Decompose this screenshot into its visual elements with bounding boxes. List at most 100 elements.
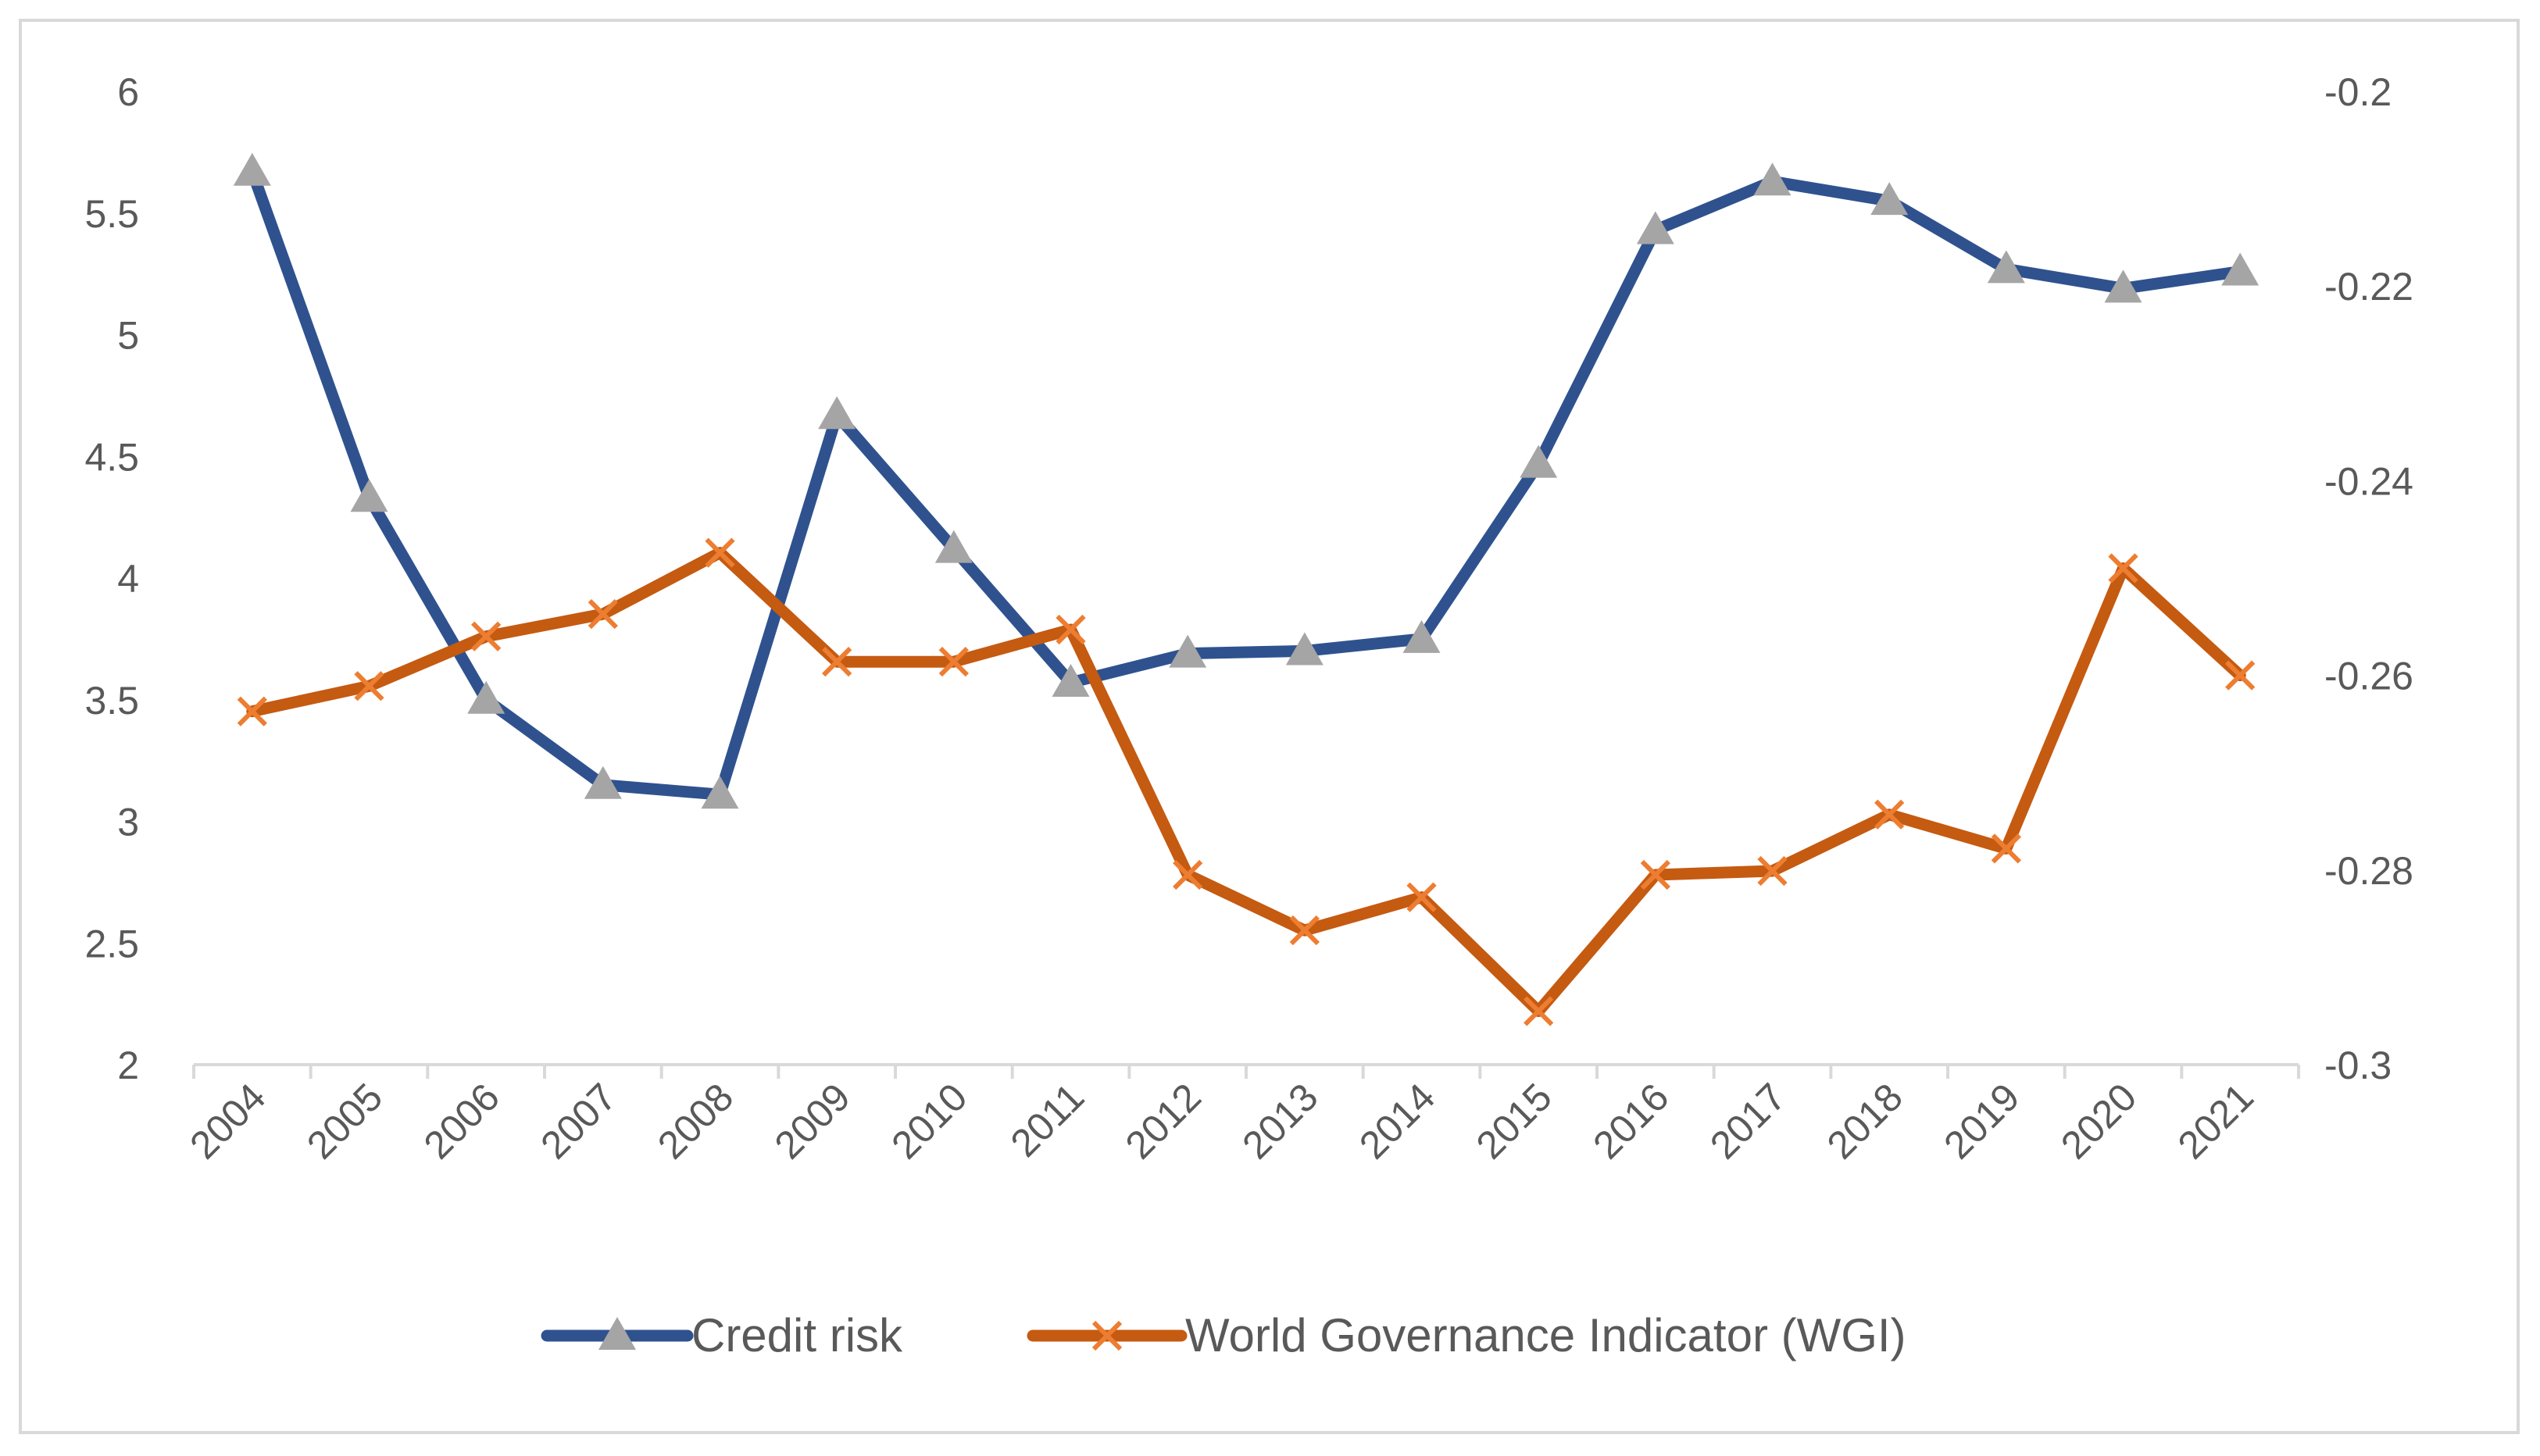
marker-stroke (938, 647, 969, 677)
marker-stroke (705, 537, 735, 568)
series-line-wgi (246, 547, 2246, 1017)
marker-stroke (1406, 882, 1437, 912)
right-y-tick-label: -0.22 (2324, 265, 2413, 309)
cross-icon (1091, 1320, 1123, 1351)
wgi-point (1874, 799, 1905, 830)
credit-risk-point (1870, 182, 1909, 216)
wgi-point (588, 598, 618, 630)
right-y-tick-label: -0.24 (2324, 459, 2413, 503)
x-tick-label: 2014 (1351, 1075, 1443, 1167)
credit-risk-point (1052, 663, 1090, 697)
chart-frame (19, 19, 2520, 1434)
left-y-tick-label: 2 (117, 1044, 139, 1087)
x-tick-label: 2012 (1117, 1075, 1209, 1167)
marker-stroke (1289, 915, 1320, 946)
credit-risk-point (701, 776, 739, 809)
marker-stroke (1991, 833, 2021, 864)
left-y-tick-label: 2.5 (84, 922, 139, 965)
credit-risk-point (1753, 162, 1792, 196)
credit-risk-point (584, 765, 622, 799)
wgi-point (705, 537, 735, 568)
credit-risk-point (1402, 619, 1441, 653)
marker-stroke (1757, 855, 1788, 887)
right-y-axis-ticks: -0.3 -0.28 -0.26 -0.24 -0.22 -0.2 (2324, 70, 2413, 1087)
marker-stroke (1874, 799, 1905, 830)
x-tick-label: 2019 (1935, 1075, 2027, 1167)
left-y-tick-label: 3.5 (84, 679, 139, 723)
legend: Credit risk World Governance Indicator (W… (541, 1309, 1906, 1361)
right-y-tick-label: -0.28 (2324, 849, 2413, 893)
wgi-point (1524, 996, 1554, 1026)
left-y-axis-ticks: 2 2.5 3 3.5 4 4.5 5 5.5 6 (84, 70, 139, 1087)
marker-stroke (2108, 553, 2138, 583)
marker-stroke (1091, 1320, 1123, 1351)
credit-risk-point (467, 680, 505, 714)
wgi-point (938, 647, 969, 677)
marker-stroke (1056, 614, 1086, 645)
series-line-credit-risk (246, 166, 2246, 801)
x-tick-label: 2016 (1584, 1075, 1677, 1167)
marker-stroke (354, 671, 384, 701)
credit-risk-point (818, 396, 856, 430)
x-tick-label: 2020 (2052, 1075, 2145, 1167)
left-y-tick-label: 5 (117, 314, 139, 358)
marker-stroke (1524, 996, 1554, 1026)
x-tick-label: 2006 (416, 1075, 508, 1167)
axes (192, 1063, 2300, 1079)
wgi-point (1640, 859, 1670, 890)
wgi-point (1991, 833, 2021, 864)
marker-stroke (588, 598, 618, 630)
wgi-point (2225, 660, 2256, 691)
marker-stroke (1173, 859, 1203, 890)
wgi-point (822, 647, 852, 677)
x-axis-ticks: 2004 2005 2006 2007 2008 2009 2010 2011 2012 2013… (181, 1075, 2262, 1167)
series-lines (246, 166, 2246, 1017)
x-tick-label: 2008 (649, 1075, 741, 1167)
legend-label: World Governance Indicator (WGI) (1185, 1309, 1906, 1361)
left-y-tick-label: 4.5 (84, 435, 139, 479)
marker-stroke (237, 696, 267, 726)
x-tick-label: 2021 (2170, 1075, 2262, 1167)
x-tick-label: 2004 (181, 1075, 273, 1167)
credit-risk-point (1520, 444, 1558, 478)
x-tick-label: 2015 (1468, 1075, 1560, 1167)
wgi-point (1406, 882, 1437, 912)
left-y-tick-label: 4 (117, 557, 139, 601)
legend-label: Credit risk (691, 1309, 903, 1361)
marker-stroke (471, 621, 502, 651)
credit-risk-point (1987, 250, 2025, 284)
wgi-point (1173, 859, 1203, 890)
right-y-tick-label: -0.26 (2324, 655, 2413, 698)
wgi-point (237, 696, 267, 726)
x-tick-label: 2013 (1234, 1075, 1326, 1167)
marker-stroke (2225, 660, 2256, 691)
right-y-tick-label: -0.3 (2324, 1044, 2392, 1087)
wgi-point (1056, 614, 1086, 645)
x-tick-label: 2011 (1002, 1075, 1093, 1165)
credit-risk-point (1285, 632, 1324, 666)
wgi-point (1289, 915, 1320, 946)
credit-risk-point (934, 530, 973, 563)
series-markers (233, 152, 2260, 1026)
right-y-tick-label: -0.2 (2324, 70, 2392, 114)
triangle-icon (598, 1317, 636, 1350)
left-y-tick-label: 3 (117, 801, 139, 844)
credit-risk-point (233, 152, 271, 186)
credit-risk-point (350, 479, 388, 512)
x-tick-label: 2005 (298, 1075, 391, 1167)
x-tick-label: 2009 (766, 1075, 859, 1167)
credit-risk-point (1636, 211, 1674, 244)
credit-risk-point (1169, 634, 1207, 668)
x-tick-label: 2017 (1702, 1075, 1794, 1167)
left-y-tick-label: 6 (117, 70, 139, 114)
credit-risk-point (2104, 269, 2142, 303)
x-tick-label: 2018 (1819, 1075, 1911, 1167)
marker-stroke (1640, 859, 1670, 890)
wgi-point (471, 621, 502, 651)
left-y-tick-label: 5.5 (84, 192, 139, 236)
wgi-point (2108, 553, 2138, 583)
x-tick-label: 2010 (883, 1075, 975, 1167)
credit-risk-point (2221, 252, 2260, 286)
x-tick-label: 2007 (532, 1075, 624, 1167)
